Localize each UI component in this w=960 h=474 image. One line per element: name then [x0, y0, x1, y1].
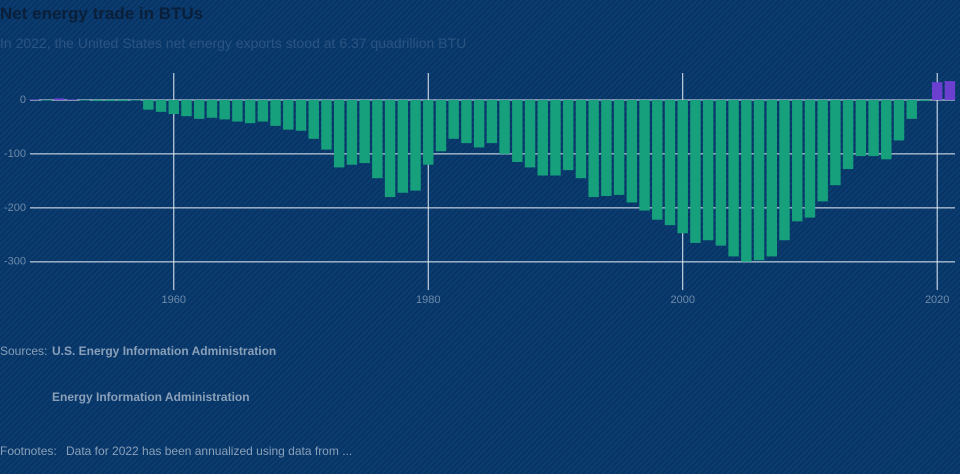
y-tick-label: 0 [20, 94, 26, 106]
chart-subtitle: In 2022, the United States net energy ex… [0, 35, 467, 51]
bar [652, 99, 663, 220]
bar [830, 99, 841, 186]
bar [842, 99, 854, 170]
bar [66, 99, 78, 100]
bar [588, 99, 599, 198]
bar [537, 99, 548, 176]
y-tick-label: -300 [4, 256, 26, 268]
bar [512, 99, 523, 163]
x-tick-label: 1980 [416, 294, 440, 306]
bar [931, 82, 943, 100]
bar [384, 99, 396, 198]
bar [397, 99, 409, 193]
bar [130, 99, 141, 101]
bar [435, 99, 447, 152]
bar [79, 99, 90, 101]
bar [372, 99, 383, 179]
bar [206, 99, 218, 118]
bar [359, 99, 370, 164]
bar [562, 99, 574, 171]
bar [753, 99, 765, 261]
bar [232, 99, 243, 122]
bar [283, 99, 294, 130]
bar [792, 99, 803, 222]
bar [333, 99, 345, 168]
bar [893, 99, 905, 141]
bar [524, 99, 536, 168]
bar [868, 99, 879, 157]
bar [613, 99, 625, 195]
bar [194, 99, 205, 119]
bar [677, 99, 688, 234]
bar [919, 99, 930, 102]
bar [473, 99, 485, 148]
bar [448, 99, 459, 139]
chart: 0 -100 -200 -300 1960 1980 2000 2020 [4, 73, 956, 306]
bar [741, 99, 752, 262]
bar [181, 99, 192, 117]
bar [715, 99, 727, 246]
bar [486, 99, 498, 144]
bar [664, 99, 676, 226]
bar [550, 99, 561, 176]
bar [117, 99, 129, 102]
bar [702, 99, 714, 241]
bar [295, 99, 307, 131]
bar [944, 81, 956, 100]
bar [601, 99, 612, 196]
bar [54, 98, 65, 100]
bar [499, 99, 510, 154]
chart-title: Net energy trade in BTUs [0, 4, 204, 23]
bar [308, 99, 319, 139]
x-tick-label: 2020 [925, 294, 949, 306]
bar [461, 99, 472, 144]
bar [639, 99, 650, 211]
bar [766, 99, 777, 257]
bar [41, 99, 52, 101]
source: Energy Information Administration [52, 390, 250, 404]
bar [244, 99, 256, 124]
bar [28, 99, 40, 100]
bar [410, 99, 421, 191]
bar [143, 99, 154, 110]
bar [219, 99, 230, 120]
footnote: Data for 2022 has been annualized using … [66, 444, 353, 458]
bar [257, 99, 269, 122]
x-tick-label: 1960 [162, 294, 186, 306]
source: U.S. Energy Information Administration [52, 344, 277, 358]
bar [817, 99, 828, 202]
bar [804, 99, 816, 218]
x-tick-label: 2000 [670, 294, 694, 306]
sources-label: Sources: [0, 344, 48, 358]
bar [779, 99, 790, 241]
bar [626, 99, 638, 203]
bar [346, 99, 358, 165]
bar [906, 99, 917, 119]
y-tick-label: -100 [4, 148, 26, 160]
bar [92, 99, 103, 102]
bar [575, 99, 587, 179]
bar [881, 99, 892, 160]
footnotes-label: Footnotes: [0, 444, 57, 458]
bar [690, 99, 701, 243]
bar [728, 99, 739, 257]
bar [155, 99, 167, 112]
bar [270, 99, 281, 126]
y-tick-label: -200 [4, 202, 26, 214]
bar [168, 99, 179, 114]
bar [423, 99, 434, 165]
bar [104, 99, 116, 102]
bar [321, 99, 332, 150]
bar [855, 99, 867, 157]
